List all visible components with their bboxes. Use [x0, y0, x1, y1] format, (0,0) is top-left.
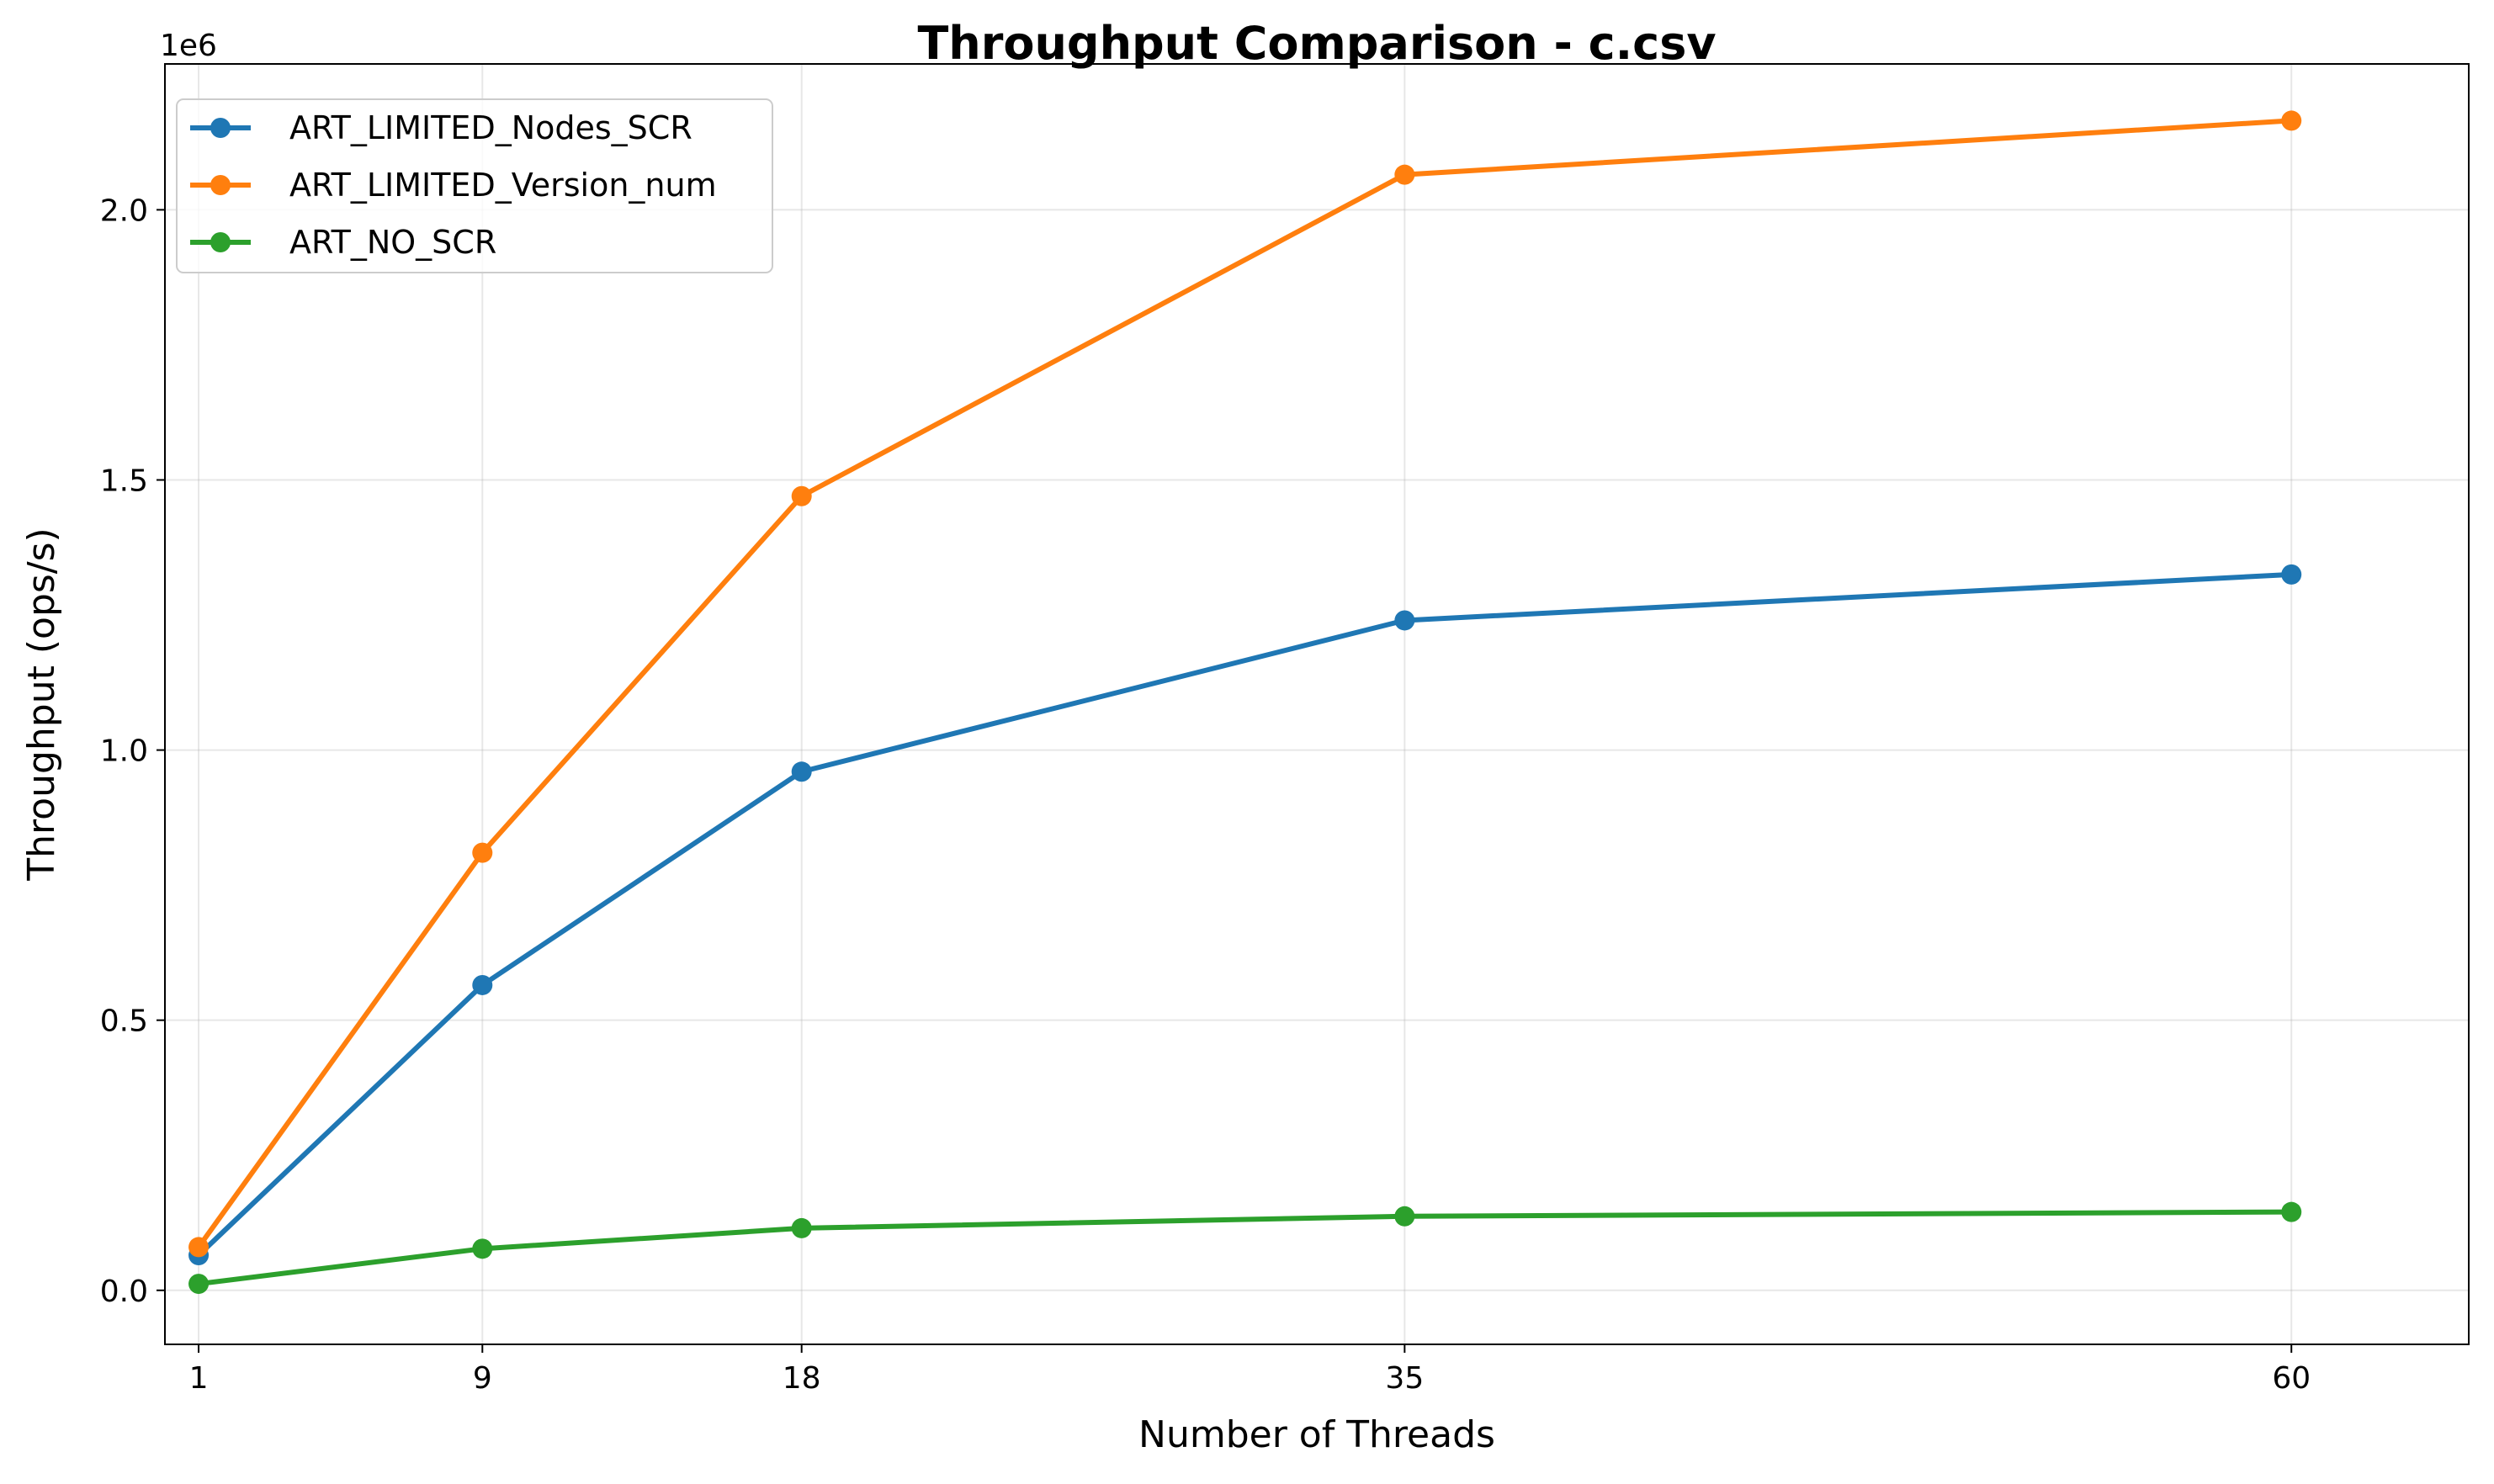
legend-entry: ART_NO_SCR	[190, 224, 496, 261]
legend-label: ART_LIMITED_Nodes_SCR	[289, 109, 692, 146]
data-point	[2281, 1201, 2302, 1222]
data-point	[1394, 164, 1415, 185]
x-tick-label: 35	[1385, 1361, 1424, 1396]
y-tick-label: 1.5	[100, 464, 148, 498]
data-point	[2281, 110, 2302, 131]
x-tick-label: 60	[2272, 1361, 2311, 1396]
data-point	[791, 485, 812, 506]
data-point	[791, 761, 812, 782]
y-tick-label: 1.0	[100, 734, 148, 769]
data-point	[188, 1237, 210, 1258]
legend-marker	[210, 175, 231, 195]
legend-marker	[210, 232, 231, 252]
data-point	[188, 1274, 210, 1295]
data-point	[791, 1217, 812, 1238]
series-art-no-scr	[188, 1201, 2302, 1295]
data-point	[2281, 564, 2302, 585]
data-point	[1394, 610, 1415, 631]
series-art-limited-version-num	[188, 110, 2302, 1258]
x-axis-ticks: 1 9 18 35 60	[189, 1344, 2311, 1396]
grid	[165, 64, 2469, 1344]
legend-label: ART_LIMITED_Version_num	[289, 167, 717, 204]
series-art-limited-nodes-scr	[188, 564, 2302, 1266]
x-tick-label: 9	[473, 1361, 492, 1396]
legend-label: ART_NO_SCR	[289, 224, 496, 261]
y-axis-ticks: 0.0 0.5 1.0 1.5 2.0	[100, 193, 165, 1309]
legend-entry: ART_LIMITED_Version_num	[190, 167, 717, 204]
legend: ART_LIMITED_Nodes_SCR ART_LIMITED_Version…	[176, 98, 773, 273]
data-point	[472, 842, 493, 863]
legend-entry: ART_LIMITED_Nodes_SCR	[190, 109, 692, 146]
y-tick-label: 0.0	[100, 1275, 148, 1309]
x-tick-label: 1	[189, 1361, 209, 1396]
x-axis-label: Number of Threads	[1138, 1413, 1495, 1456]
chart-title: Throughput Comparison - c.csv	[917, 17, 1716, 70]
data-point	[472, 1238, 493, 1259]
series-layer	[188, 110, 2302, 1295]
y-axis-offset-text: 1e6	[160, 29, 217, 63]
legend-box	[176, 98, 773, 273]
legend-entries: ART_LIMITED_Nodes_SCR ART_LIMITED_Version…	[190, 109, 717, 261]
plot-frame	[164, 63, 2470, 1345]
data-point	[472, 974, 493, 995]
y-tick-label: 0.5	[100, 1004, 148, 1039]
data-point	[1394, 1206, 1415, 1227]
x-tick-label: 18	[783, 1361, 821, 1396]
y-tick-label: 2.0	[100, 193, 148, 228]
legend-marker	[210, 118, 231, 138]
y-axis-label: Throughput (ops/s)	[20, 527, 63, 881]
